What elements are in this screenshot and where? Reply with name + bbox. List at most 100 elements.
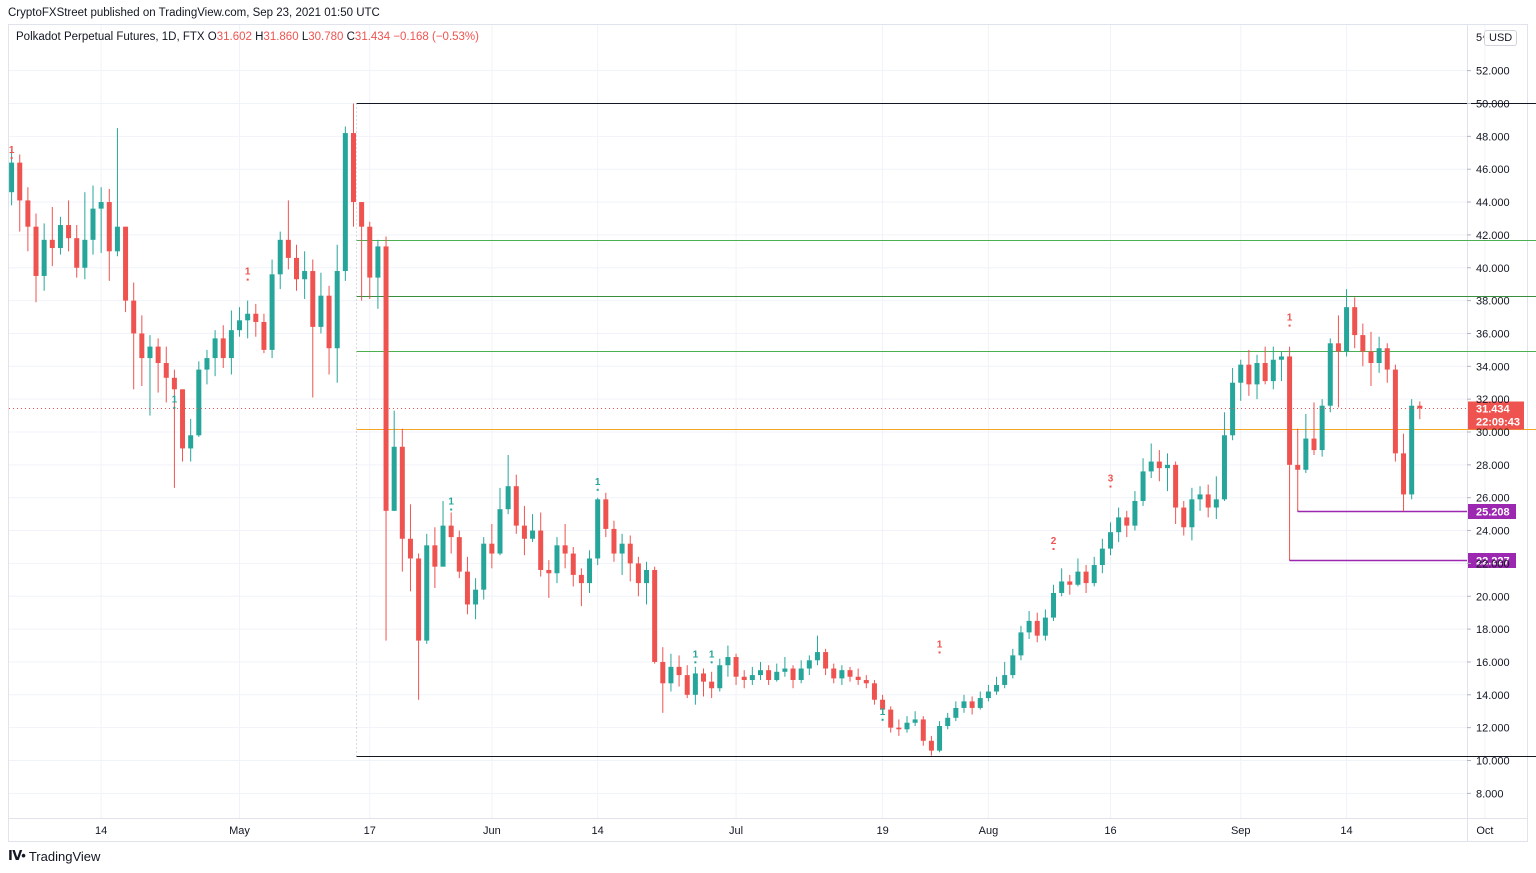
candle-body[interactable] (546, 569, 552, 574)
candle-body[interactable] (41, 239, 47, 276)
candle-body[interactable] (888, 709, 894, 728)
candle-body[interactable] (106, 202, 112, 252)
candle-body[interactable] (1042, 617, 1048, 636)
candle-body[interactable] (1376, 348, 1382, 364)
candle-body[interactable] (1246, 364, 1252, 385)
candle-body[interactable] (521, 525, 527, 539)
candle-body[interactable] (1034, 620, 1040, 636)
candle-body[interactable] (1108, 532, 1113, 549)
candle-body[interactable] (57, 225, 63, 249)
candle-body[interactable] (147, 346, 153, 359)
candle-body[interactable] (749, 675, 755, 681)
candle-body[interactable] (1262, 363, 1268, 382)
candle-body[interactable] (945, 717, 951, 727)
candle-body[interactable] (440, 525, 446, 567)
candle-body[interactable] (277, 239, 283, 275)
candle-body[interactable] (1238, 364, 1244, 383)
candle-body[interactable] (757, 670, 763, 676)
candle-body[interactable] (1083, 571, 1089, 584)
candle-body[interactable] (774, 671, 780, 681)
candle-body[interactable] (204, 358, 210, 370)
candle-body[interactable] (1319, 405, 1325, 451)
candle-body[interactable] (823, 652, 829, 669)
candle-body[interactable] (1254, 363, 1260, 385)
candle-body[interactable] (448, 525, 454, 538)
candle-body[interactable] (228, 330, 234, 359)
candle-body[interactable] (269, 274, 275, 350)
candle-body[interactable] (1303, 438, 1309, 470)
candle-body[interactable] (1156, 461, 1162, 469)
candle-body[interactable] (196, 369, 202, 436)
candle-body[interactable] (709, 681, 715, 689)
candle-body[interactable] (9, 162, 15, 193)
candle-body[interactable] (375, 246, 381, 278)
candle-body[interactable] (1099, 548, 1105, 566)
candle-body[interactable] (839, 670, 845, 679)
candle-body[interactable] (155, 346, 161, 364)
candle-body[interactable] (1173, 464, 1179, 508)
candle-body[interactable] (391, 446, 397, 511)
candle-body[interactable] (513, 486, 519, 526)
candle-body[interactable] (1352, 307, 1358, 336)
candle-body[interactable] (163, 363, 169, 378)
candle-body[interactable] (310, 271, 316, 327)
candle-body[interactable] (359, 202, 365, 227)
candle-body[interactable] (285, 239, 291, 258)
candle-body[interactable] (725, 657, 731, 666)
candle-body[interactable] (1270, 359, 1276, 382)
candle-body[interactable] (114, 226, 120, 252)
candle-body[interactable] (367, 226, 373, 278)
candle-body[interactable] (912, 719, 918, 723)
candle-body[interactable] (595, 499, 601, 559)
candle-body[interactable] (603, 499, 609, 529)
candle-body[interactable] (212, 338, 218, 359)
candle-body[interactable] (994, 684, 1000, 692)
candle-body[interactable] (627, 543, 633, 564)
candle-body[interactable] (1002, 675, 1008, 685)
candle-body[interactable] (334, 271, 340, 349)
candle-body[interactable] (578, 574, 584, 584)
candle-body[interactable] (350, 133, 356, 203)
candle-body[interactable] (977, 698, 983, 708)
candle-body[interactable] (928, 740, 934, 751)
candle-body[interactable] (961, 701, 967, 708)
candle-body[interactable] (985, 691, 991, 699)
candle-body[interactable] (1140, 471, 1146, 501)
candle-body[interactable] (1205, 494, 1211, 508)
candle-body[interactable] (1075, 571, 1081, 585)
candle-body[interactable] (701, 673, 706, 682)
candle-body[interactable] (953, 707, 959, 718)
candle-body[interactable] (1392, 369, 1398, 454)
candle-body[interactable] (1368, 351, 1374, 364)
candle-body[interactable] (554, 545, 560, 574)
candle-body[interactable] (1344, 307, 1350, 352)
candle-body[interactable] (131, 300, 137, 334)
candle-body[interactable] (1189, 499, 1195, 528)
candle-body[interactable] (831, 668, 837, 679)
candle-body[interactable] (937, 726, 943, 751)
candle-body[interactable] (1384, 348, 1390, 370)
candle-body[interactable] (871, 683, 877, 700)
candle-body[interactable] (1148, 461, 1154, 472)
candle-body[interactable] (684, 675, 690, 695)
candle-body[interactable] (253, 313, 259, 322)
candle-body[interactable] (245, 313, 251, 321)
candle-body[interactable] (676, 666, 682, 676)
candle-body[interactable] (644, 569, 650, 584)
candle-body[interactable] (139, 333, 145, 359)
candle-body[interactable] (424, 545, 430, 641)
candle-body[interactable] (619, 543, 625, 554)
candle-body[interactable] (562, 545, 568, 554)
candle-body[interactable] (1051, 592, 1057, 618)
candle-body[interactable] (1018, 632, 1024, 656)
candle-body[interactable] (587, 558, 593, 584)
candle-body[interactable] (1278, 356, 1284, 360)
candle-body[interactable] (399, 446, 405, 539)
candle-body[interactable] (1417, 405, 1423, 409)
candle-body[interactable] (530, 530, 536, 539)
candle-body[interactable] (570, 553, 576, 575)
candle-body[interactable] (1409, 405, 1415, 495)
candle-body[interactable] (692, 673, 698, 695)
candle-body[interactable] (1116, 517, 1122, 533)
candle-body[interactable] (652, 569, 658, 662)
